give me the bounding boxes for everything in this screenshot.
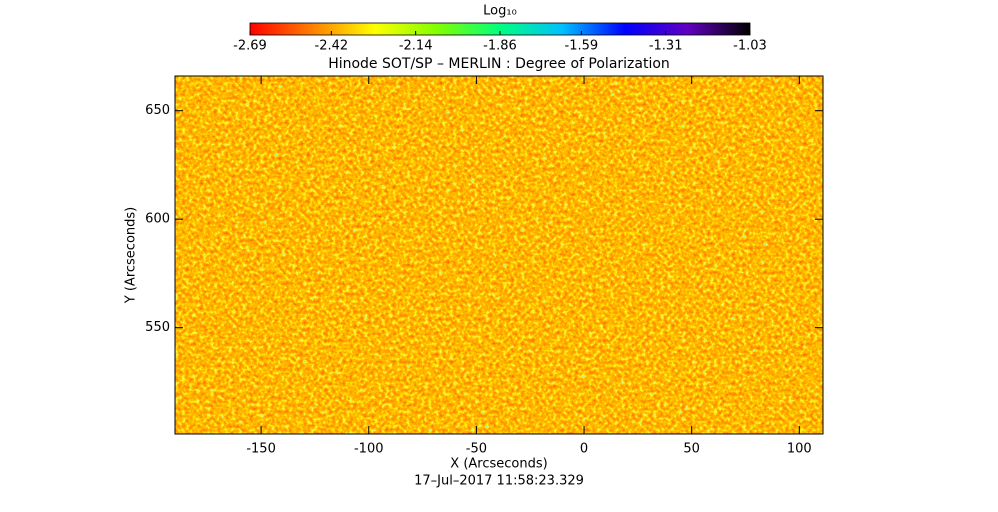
x-tick-label: -150 xyxy=(246,442,276,457)
x-tick-label: 0 xyxy=(580,442,588,457)
colorbar-tick-label: -1.03 xyxy=(733,39,767,54)
timestamp: 17–Jul–2017 11:58:23.329 xyxy=(414,474,584,489)
colorbar-tick-label: -2.42 xyxy=(315,39,349,54)
colorbar-tick-label: -1.59 xyxy=(565,39,599,54)
y-tick-label: 650 xyxy=(145,103,170,118)
x-tick-label: -100 xyxy=(354,442,384,457)
x-tick-label: -50 xyxy=(466,442,487,457)
colorbar-label: Log₁₀ xyxy=(483,4,517,19)
colorbar-tick-label: -1.86 xyxy=(483,39,517,54)
x-tick-label: 100 xyxy=(787,442,812,457)
chart-title: Hinode SOT/SP – MERLIN : Degree of Polar… xyxy=(328,56,670,72)
heatmap-image xyxy=(175,76,823,434)
colorbar-tick-label: -2.69 xyxy=(233,39,267,54)
y-tick-label: 600 xyxy=(145,212,170,227)
x-tick-label: 50 xyxy=(683,442,700,457)
y-axis-label: Y (Arcseconds) xyxy=(124,207,139,304)
colorbar-tick-label: -2.14 xyxy=(399,39,433,54)
x-axis-label: X (Arcseconds) xyxy=(450,457,547,472)
y-tick-label: 550 xyxy=(145,320,170,335)
plot-frame xyxy=(174,75,824,435)
colorbar-tick-label: -1.31 xyxy=(649,39,683,54)
